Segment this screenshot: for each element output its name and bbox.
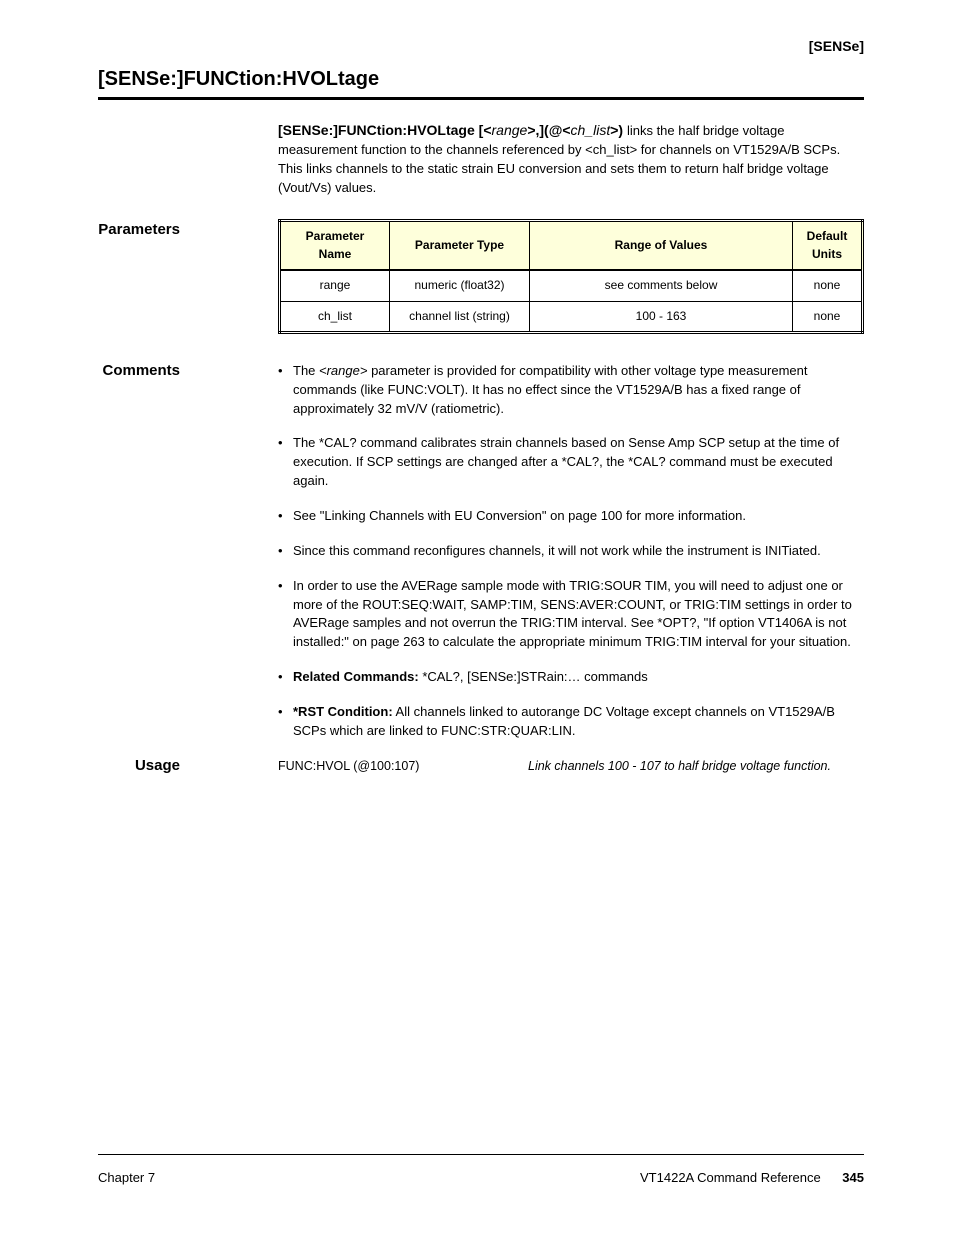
table-row: range numeric (float32) see comments bel… xyxy=(280,270,863,301)
comment-item: The <range> parameter is provided for co… xyxy=(278,362,864,419)
parameters-heading: Parameters xyxy=(14,221,194,238)
comment-item: Related Commands: *CAL?, [SENSe:]STRain:… xyxy=(278,668,864,687)
table-cell: range xyxy=(280,270,390,301)
syntax-block: [SENSe:]FUNCtion:HVOLtage [<range>,](@<c… xyxy=(278,120,864,197)
comments-heading: Comments xyxy=(14,362,194,379)
comment-item: *RST Condition: All channels linked to a… xyxy=(278,703,864,741)
footer-page-number: 345 xyxy=(842,1170,864,1185)
parameters-table-wrap: Parameter Name Parameter Type Range of V… xyxy=(278,219,864,334)
usage-explanation: Link channels 100 - 107 to half bridge v… xyxy=(528,757,864,775)
footer-left: Chapter 7 xyxy=(98,1170,155,1185)
table-cell: ch_list xyxy=(280,301,390,332)
syntax-line: [SENSe:]FUNCtion:HVOLtage [<range>,](@<c… xyxy=(278,122,627,138)
table-header-row: Parameter Name Parameter Type Range of V… xyxy=(280,221,863,270)
page: [SENSe] [SENSe:]FUNCtion:HVOLtage [SENSe… xyxy=(0,0,954,1235)
table-cell: numeric (float32) xyxy=(390,270,530,301)
comment-item: In order to use the AVERage sample mode … xyxy=(278,577,864,652)
table-header: Parameter Type xyxy=(390,221,530,270)
table-cell: channel list (string) xyxy=(390,301,530,332)
table-cell: none xyxy=(793,301,863,332)
syntax-param-range: range xyxy=(492,122,528,138)
table-row: ch_list channel list (string) 100 - 163 … xyxy=(280,301,863,332)
usage-body: FUNC:HVOL (@100:107) Link channels 100 -… xyxy=(278,757,864,775)
syntax-prefix: [SENSe:]FUNCtion:HVOLtage [< xyxy=(278,122,492,138)
page-footer: Chapter 7 VT1422A Command Reference 345 xyxy=(98,1170,864,1185)
table-cell: none xyxy=(793,270,863,301)
title-rule xyxy=(98,97,864,100)
syntax-mid: >,](@< xyxy=(527,122,570,138)
table-cell: see comments below xyxy=(530,270,793,301)
comment-item: See "Linking Channels with EU Conversion… xyxy=(278,507,864,526)
table-header: Range of Values xyxy=(530,221,793,270)
table-header: Default Units xyxy=(793,221,863,270)
footer-rule xyxy=(98,1154,864,1155)
comments-list: The <range> parameter is provided for co… xyxy=(278,362,864,741)
table-cell: 100 - 163 xyxy=(530,301,793,332)
comments-section: Comments The <range> parameter is provid… xyxy=(98,362,864,741)
usage-command: FUNC:HVOL (@100:107) xyxy=(278,757,528,775)
parameters-table: Parameter Name Parameter Type Range of V… xyxy=(278,219,864,334)
usage-section: Usage FUNC:HVOL (@100:107) Link channels… xyxy=(98,757,864,775)
footer-right: VT1422A Command Reference 345 xyxy=(640,1170,864,1185)
syntax-param-chlist: ch_list xyxy=(571,122,611,138)
parameters-section: Parameters Parameter Name Parameter Type… xyxy=(98,219,864,334)
command-title: [SENSe:]FUNCtion:HVOLtage xyxy=(98,68,864,91)
comment-item: Since this command reconfigures channels… xyxy=(278,542,864,561)
footer-doc-title: VT1422A Command Reference xyxy=(640,1170,821,1185)
section-tag: [SENSe] xyxy=(809,38,864,54)
comment-item: The *CAL? command calibrates strain chan… xyxy=(278,434,864,491)
table-header: Parameter Name xyxy=(280,221,390,270)
comments-body: The <range> parameter is provided for co… xyxy=(278,362,864,741)
syntax-suffix: >) xyxy=(610,122,627,138)
usage-row: FUNC:HVOL (@100:107) Link channels 100 -… xyxy=(278,757,864,775)
usage-heading: Usage xyxy=(14,757,194,774)
